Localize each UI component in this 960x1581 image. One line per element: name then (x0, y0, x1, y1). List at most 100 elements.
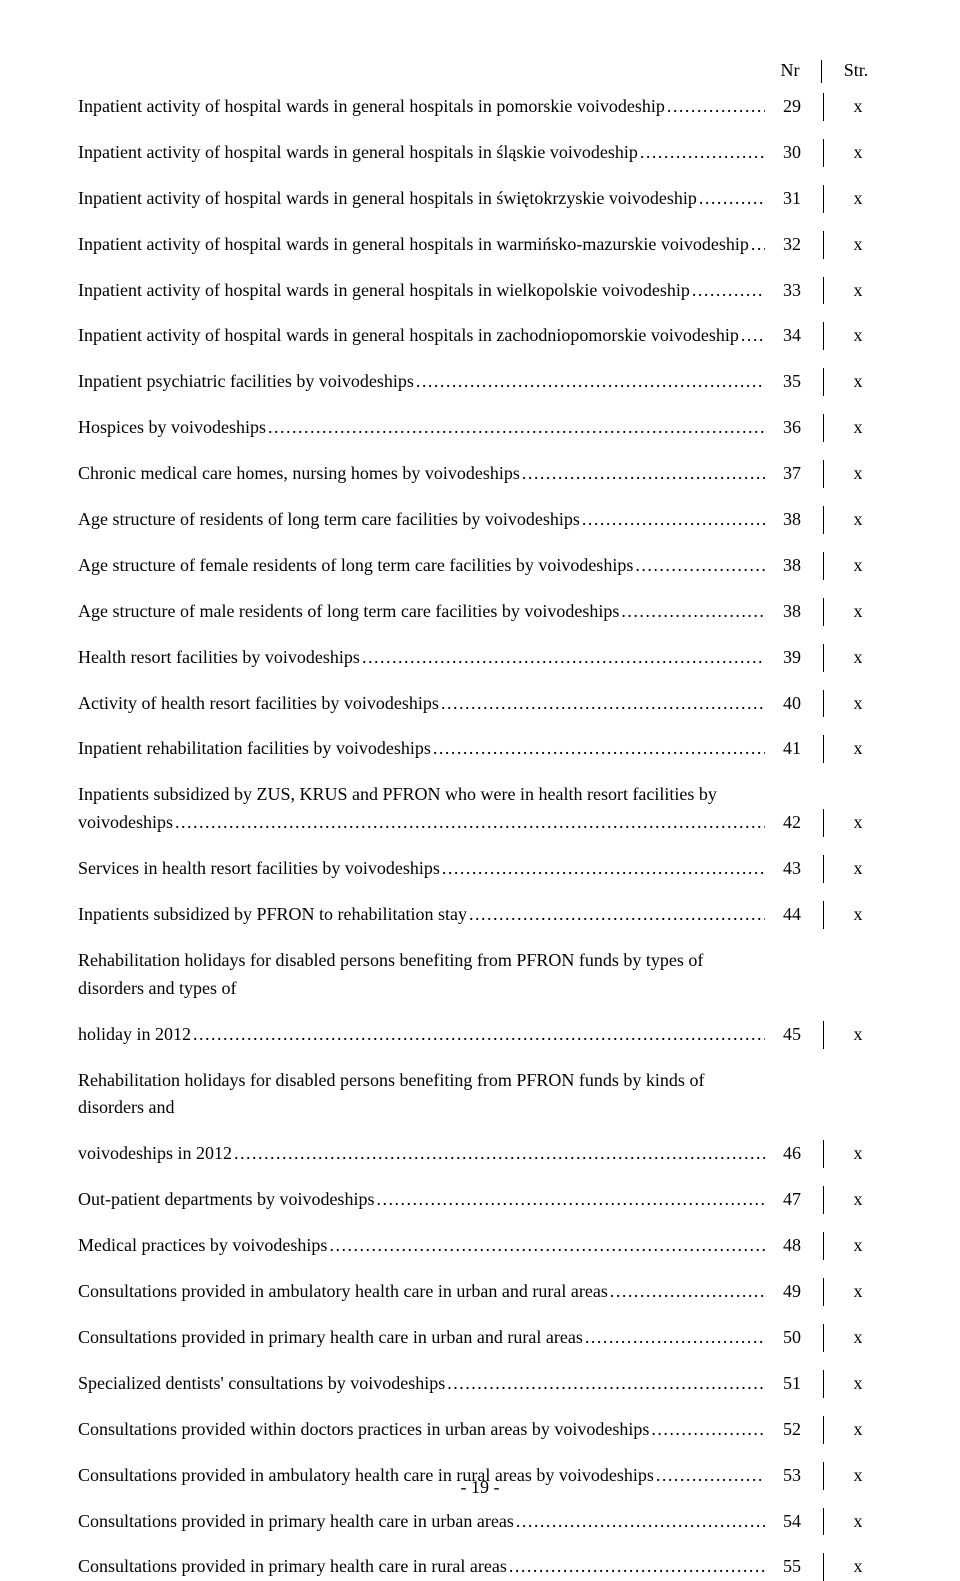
toc-str: x (824, 1232, 882, 1260)
toc-title: Hospices by voivodeships (78, 414, 765, 442)
toc-nr: 38 (765, 552, 824, 580)
toc-title: Health resort facilities by voivodeships (78, 644, 765, 672)
toc-nr: 38 (765, 506, 824, 534)
toc-str: x (824, 735, 882, 763)
toc-title-text: Inpatient activity of hospital wards in … (78, 234, 749, 254)
toc-title-text: Out-patient departments by voivodeships (78, 1189, 374, 1209)
toc-title: Inpatient activity of hospital wards in … (78, 322, 765, 350)
toc-str: x (824, 901, 882, 929)
toc-str: x (824, 185, 882, 213)
toc-nr: 51 (765, 1370, 824, 1398)
toc-title-text: Inpatients subsidized by PFRON to rehabi… (78, 904, 467, 924)
toc-row: Hospices by voivodeships36x (78, 414, 882, 442)
toc-str: x (824, 1370, 882, 1398)
toc-str: x (824, 1416, 882, 1444)
toc-title: Specialized dentists' consultations by v… (78, 1370, 765, 1398)
toc-row: Services in health resort facilities by … (78, 855, 882, 883)
toc-title: Inpatient rehabilitation facilities by v… (78, 735, 765, 763)
header-nr: Nr (763, 60, 822, 83)
toc-nr: 45 (765, 1021, 824, 1049)
toc-row: Health resort facilities by voivodeships… (78, 644, 882, 672)
toc-row: Specialized dentists' consultations by v… (78, 1370, 882, 1398)
toc-str: x (824, 1553, 882, 1581)
toc-nr: 49 (765, 1278, 824, 1306)
toc-str: x (824, 855, 882, 883)
toc-title-text: Inpatient activity of hospital wards in … (78, 325, 739, 345)
toc-title: Inpatient activity of hospital wards in … (78, 93, 765, 121)
toc-str: x (824, 1140, 882, 1168)
toc-row: Consultations provided in ambulatory hea… (78, 1278, 882, 1306)
toc-nr: 54 (765, 1508, 824, 1536)
toc-title: Inpatient activity of hospital wards in … (78, 277, 765, 305)
toc-row: Consultations provided in primary health… (78, 1508, 882, 1536)
toc-title-text: Inpatient activity of hospital wards in … (78, 142, 638, 162)
toc-str: x (824, 598, 882, 626)
toc-row: Inpatients subsidized by ZUS, KRUS and P… (78, 781, 882, 837)
toc-title-text: Age structure of female residents of lon… (78, 555, 633, 575)
toc-str: x (824, 690, 882, 718)
toc-nr: 30 (765, 139, 824, 167)
toc-row: Inpatient activity of hospital wards in … (78, 185, 882, 213)
toc-title: Rehabilitation holidays for disabled per… (78, 947, 765, 1049)
toc-title: Services in health resort facilities by … (78, 855, 765, 883)
toc-title-text: Consultations provided in primary health… (78, 1556, 507, 1576)
toc-title-text: Consultations provided in primary health… (78, 1327, 583, 1347)
toc-row: Consultations provided in primary health… (78, 1553, 882, 1581)
toc-header: Nr Str. (78, 60, 882, 83)
toc-title-text: Inpatient rehabilitation facilities by v… (78, 738, 431, 758)
toc-row: Chronic medical care homes, nursing home… (78, 460, 882, 488)
toc-str: x (824, 368, 882, 396)
toc-row: Inpatient activity of hospital wards in … (78, 277, 882, 305)
toc-row: Age structure of female residents of lon… (78, 552, 882, 580)
toc-title-text: Inpatient activity of hospital wards in … (78, 188, 697, 208)
toc-row: Inpatient activity of hospital wards in … (78, 231, 882, 259)
toc-row: Consultations provided in primary health… (78, 1324, 882, 1352)
toc-title: Consultations provided in ambulatory hea… (78, 1278, 765, 1306)
toc-nr: 55 (765, 1553, 824, 1581)
toc-title-line1: Rehabilitation holidays for disabled per… (78, 1067, 759, 1123)
toc-title-line2: voivodeships in 2012 (78, 1143, 232, 1163)
toc-title: Consultations provided in primary health… (78, 1553, 765, 1581)
toc-str: x (824, 414, 882, 442)
toc-title-text: Specialized dentists' consultations by v… (78, 1373, 445, 1393)
toc-title-text: Consultations provided within doctors pr… (78, 1419, 649, 1439)
toc-title: Age structure of residents of long term … (78, 506, 765, 534)
toc-title: Age structure of female residents of lon… (78, 552, 765, 580)
toc-title: Out-patient departments by voivodeships (78, 1186, 765, 1214)
toc-nr: 52 (765, 1416, 824, 1444)
toc-nr: 39 (765, 644, 824, 672)
toc-str: x (824, 93, 882, 121)
toc-title-text: Inpatient activity of hospital wards in … (78, 96, 665, 116)
toc-str: x (824, 322, 882, 350)
toc-title: Activity of health resort facilities by … (78, 690, 765, 718)
toc-nr: 48 (765, 1232, 824, 1260)
toc-title-text: Age structure of residents of long term … (78, 509, 580, 529)
toc-title: Rehabilitation holidays for disabled per… (78, 1067, 765, 1169)
toc-row: Age structure of residents of long term … (78, 506, 882, 534)
toc-nr: 46 (765, 1140, 824, 1168)
toc-row: Rehabilitation holidays for disabled per… (78, 947, 882, 1049)
toc-title-text: Chronic medical care homes, nursing home… (78, 463, 520, 483)
toc-nr: 43 (765, 855, 824, 883)
toc-nr: 41 (765, 735, 824, 763)
toc-title: Chronic medical care homes, nursing home… (78, 460, 765, 488)
toc-row: Rehabilitation holidays for disabled per… (78, 1067, 882, 1169)
toc-nr: 44 (765, 901, 824, 929)
toc-nr: 47 (765, 1186, 824, 1214)
toc-title: Consultations provided within doctors pr… (78, 1416, 765, 1444)
toc-title-text: Inpatient activity of hospital wards in … (78, 280, 690, 300)
toc-row: Consultations provided within doctors pr… (78, 1416, 882, 1444)
toc-nr: 37 (765, 460, 824, 488)
toc-title: Inpatients subsidized by ZUS, KRUS and P… (78, 781, 765, 837)
toc-title-text: Medical practices by voivodeships (78, 1235, 327, 1255)
toc-str: x (824, 277, 882, 305)
document-page: Nr Str. Inpatient activity of hospital w… (0, 0, 960, 1528)
toc-nr: 40 (765, 690, 824, 718)
toc-str: x (824, 1186, 882, 1214)
toc-row: Activity of health resort facilities by … (78, 690, 882, 718)
toc-str: x (824, 1324, 882, 1352)
toc-nr: 33 (765, 277, 824, 305)
toc-row: Inpatient psychiatric facilities by voiv… (78, 368, 882, 396)
toc-nr: 31 (765, 185, 824, 213)
toc-title-text: Age structure of male residents of long … (78, 601, 619, 621)
